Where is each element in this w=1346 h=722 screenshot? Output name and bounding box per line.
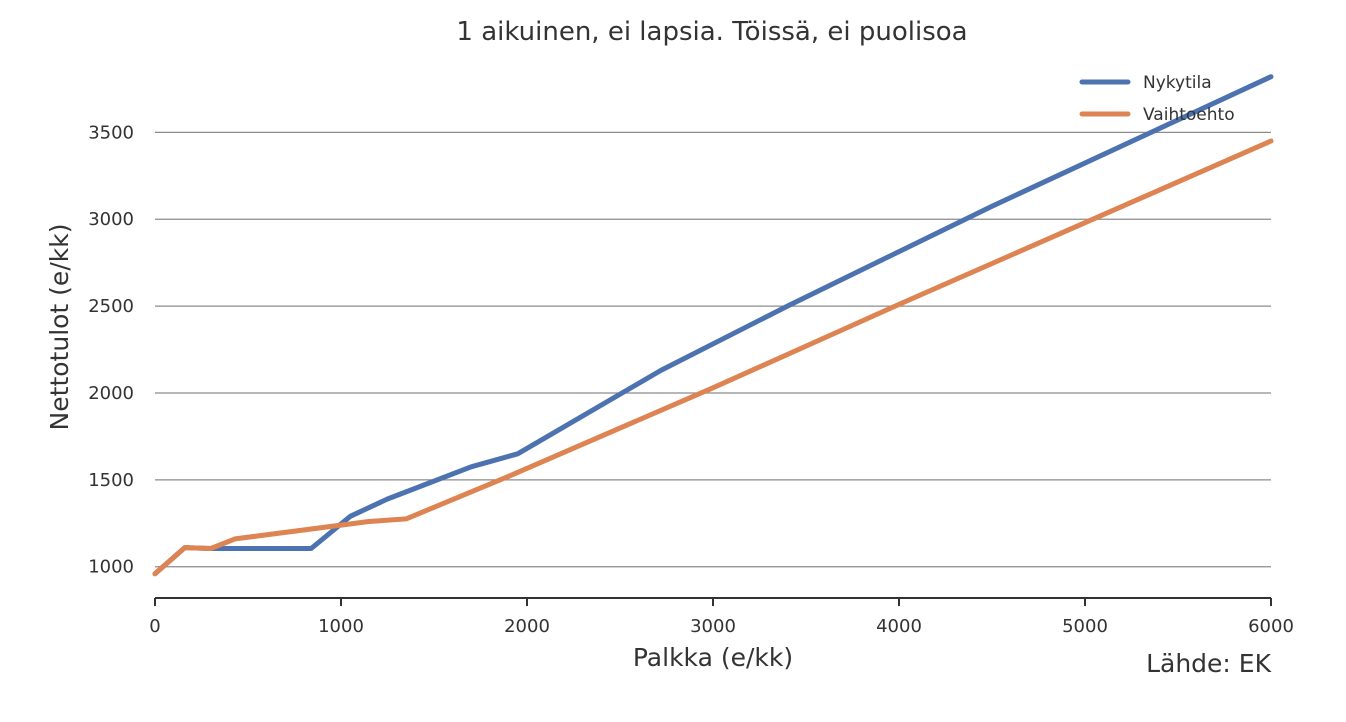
legend-label: Vaihtoehto	[1143, 105, 1235, 125]
y-tick-label: 3000	[88, 209, 134, 230]
x-tick-label: 2000	[504, 616, 550, 637]
y-axis-label: Nettotulot (e/kk)	[45, 224, 74, 431]
legend-label: Nykytila	[1143, 73, 1212, 93]
gridlines	[155, 131, 1271, 568]
x-tick-label: 6000	[1248, 616, 1294, 637]
y-tick-label: 3500	[88, 122, 134, 143]
x-axis-label: Palkka (e/kk)	[633, 643, 793, 672]
x-tick-label: 3000	[690, 616, 736, 637]
y-tick-labels: 1000 1500 2000 2500 3000 3500	[88, 122, 134, 577]
series-lines	[152, 74, 1274, 577]
source-label: Lähde: EK	[1146, 649, 1272, 678]
y-tick-label: 2000	[88, 383, 134, 404]
y-tick-label: 1000	[88, 557, 134, 578]
y-tick-label: 2500	[88, 296, 134, 317]
series-line-1	[152, 74, 1274, 577]
chart-title: 1 aikuinen, ei lapsia. Töissä, ei puolis…	[456, 17, 967, 47]
y-tick-label: 1500	[88, 470, 134, 491]
x-tick-label: 5000	[1062, 616, 1108, 637]
x-ticks: 0 1000 2000 3000 4000 5000 6000	[149, 598, 1294, 637]
series-line-2	[152, 138, 1274, 577]
x-tick-label: 0	[149, 616, 160, 637]
legend: Nykytila Vaihtoehto	[1079, 73, 1235, 125]
x-tick-label: 1000	[318, 616, 364, 637]
x-tick-label: 4000	[876, 616, 922, 637]
